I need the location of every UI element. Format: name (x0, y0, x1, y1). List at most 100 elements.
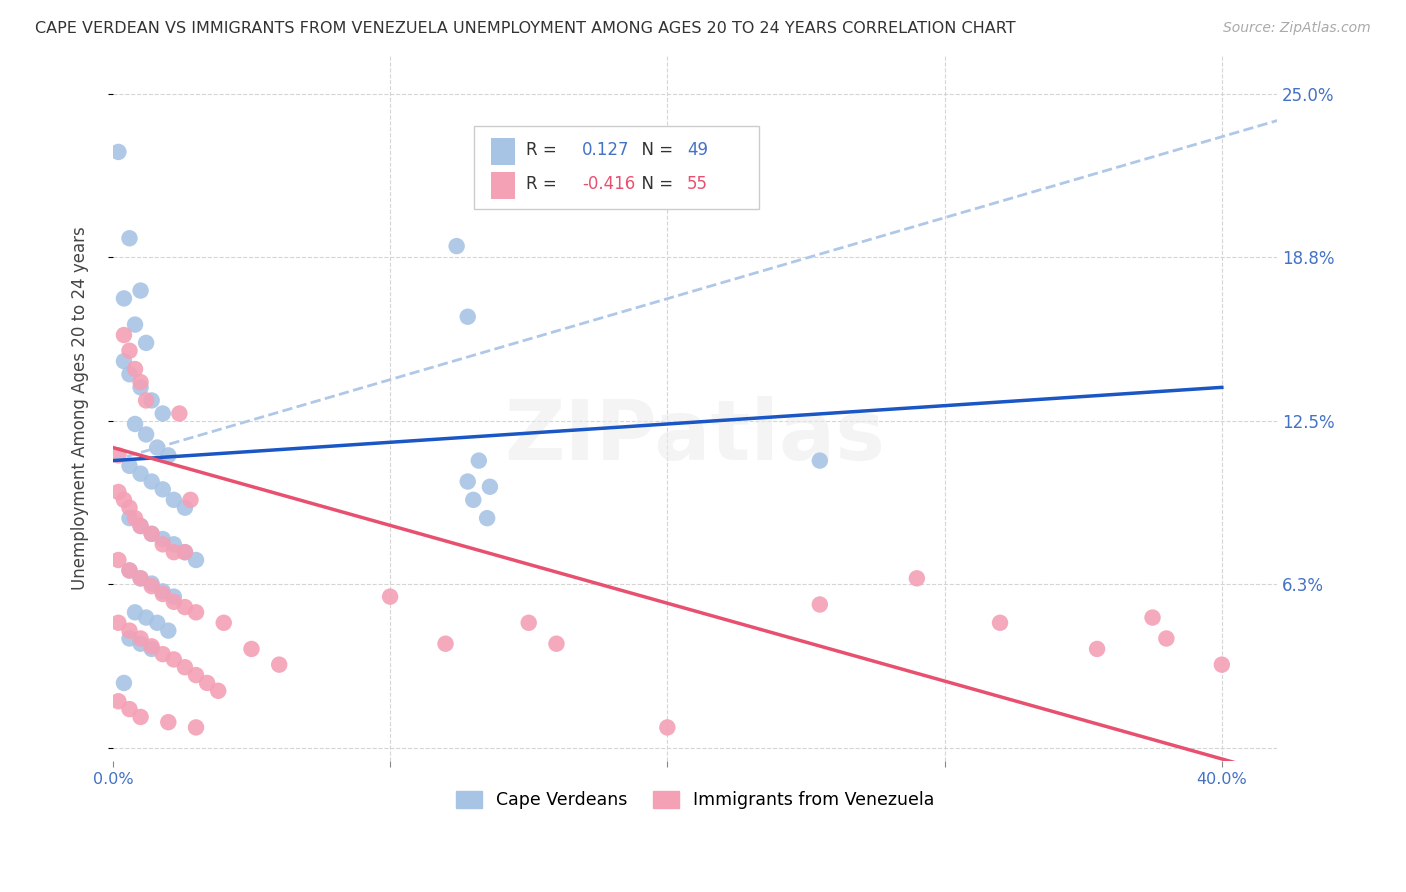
Y-axis label: Unemployment Among Ages 20 to 24 years: Unemployment Among Ages 20 to 24 years (72, 227, 89, 591)
Point (129, 710, 152, 724)
Text: N =: N = (631, 176, 678, 194)
Point (124, 605, 146, 619)
Point (129, 519, 152, 533)
Point (152, 537, 174, 551)
Point (141, 576, 163, 591)
Point (129, 637, 152, 651)
Point (146, 441, 169, 455)
Point (124, 511, 146, 525)
Text: Source: ZipAtlas.com: Source: ZipAtlas.com (1223, 21, 1371, 35)
Point (463, 492, 485, 507)
Point (808, 598, 831, 612)
Point (174, 545, 197, 559)
Point (152, 532, 174, 546)
Point (141, 640, 163, 654)
Point (129, 571, 152, 585)
Point (124, 362, 146, 376)
Point (135, 427, 157, 442)
Point (174, 500, 197, 515)
Point (657, 720, 679, 734)
Point (107, 615, 129, 630)
Text: R =: R = (526, 142, 562, 160)
Text: N =: N = (631, 142, 678, 160)
Point (179, 492, 201, 507)
Point (118, 632, 141, 646)
Point (112, 676, 135, 690)
Point (157, 715, 180, 730)
Point (152, 483, 174, 497)
Point (129, 284, 152, 298)
Point (988, 615, 1011, 630)
Point (118, 511, 141, 525)
Point (546, 637, 568, 651)
Point (808, 453, 831, 467)
Point (174, 660, 197, 674)
Point (118, 564, 141, 578)
Point (141, 526, 163, 541)
Point (1211, 657, 1233, 672)
Point (141, 526, 163, 541)
Point (118, 702, 141, 716)
Point (152, 647, 174, 661)
Text: ZIPatlas: ZIPatlas (505, 396, 886, 477)
Point (141, 393, 163, 408)
Point (129, 380, 152, 394)
Point (135, 610, 157, 624)
Point (118, 231, 141, 245)
Text: R =: R = (526, 176, 562, 194)
Point (457, 310, 479, 324)
Point (1142, 610, 1164, 624)
Point (152, 407, 174, 421)
Point (1156, 632, 1178, 646)
Point (517, 615, 540, 630)
Point (240, 642, 263, 657)
Point (152, 584, 174, 599)
Point (124, 417, 146, 431)
Point (163, 652, 186, 666)
Point (141, 579, 163, 593)
Point (135, 335, 157, 350)
Text: 55: 55 (688, 176, 707, 194)
FancyBboxPatch shape (474, 126, 759, 209)
Point (118, 500, 141, 515)
Point (905, 571, 928, 585)
Point (157, 624, 180, 638)
Point (118, 368, 141, 382)
Point (212, 615, 235, 630)
Point (107, 694, 129, 708)
Text: 49: 49 (688, 142, 707, 160)
Point (478, 480, 501, 494)
Point (207, 683, 229, 698)
Point (174, 600, 197, 615)
Point (129, 467, 152, 481)
Text: -0.416: -0.416 (582, 176, 636, 194)
Point (174, 545, 197, 559)
Point (378, 590, 401, 604)
Point (146, 615, 169, 630)
Point (269, 657, 291, 672)
Point (468, 453, 491, 467)
Point (163, 595, 186, 609)
Point (163, 537, 186, 551)
Bar (491, 137, 515, 165)
Point (118, 564, 141, 578)
Point (184, 668, 207, 682)
Point (129, 519, 152, 533)
Point (152, 587, 174, 601)
Point (163, 590, 186, 604)
Point (169, 407, 191, 421)
Point (446, 239, 468, 253)
Point (118, 624, 141, 638)
Point (163, 545, 186, 559)
Legend: Cape Verdeans, Immigrants from Venezuela: Cape Verdeans, Immigrants from Venezuela (449, 784, 942, 816)
Point (475, 511, 498, 525)
Text: CAPE VERDEAN VS IMMIGRANTS FROM VENEZUELA UNEMPLOYMENT AMONG AGES 20 TO 24 YEARS: CAPE VERDEAN VS IMMIGRANTS FROM VENEZUEL… (35, 21, 1015, 36)
Bar (491, 171, 515, 199)
Point (124, 318, 146, 332)
Point (107, 145, 129, 159)
Point (141, 475, 163, 489)
Point (112, 354, 135, 368)
Point (107, 485, 129, 500)
Point (184, 720, 207, 734)
Point (112, 328, 135, 343)
